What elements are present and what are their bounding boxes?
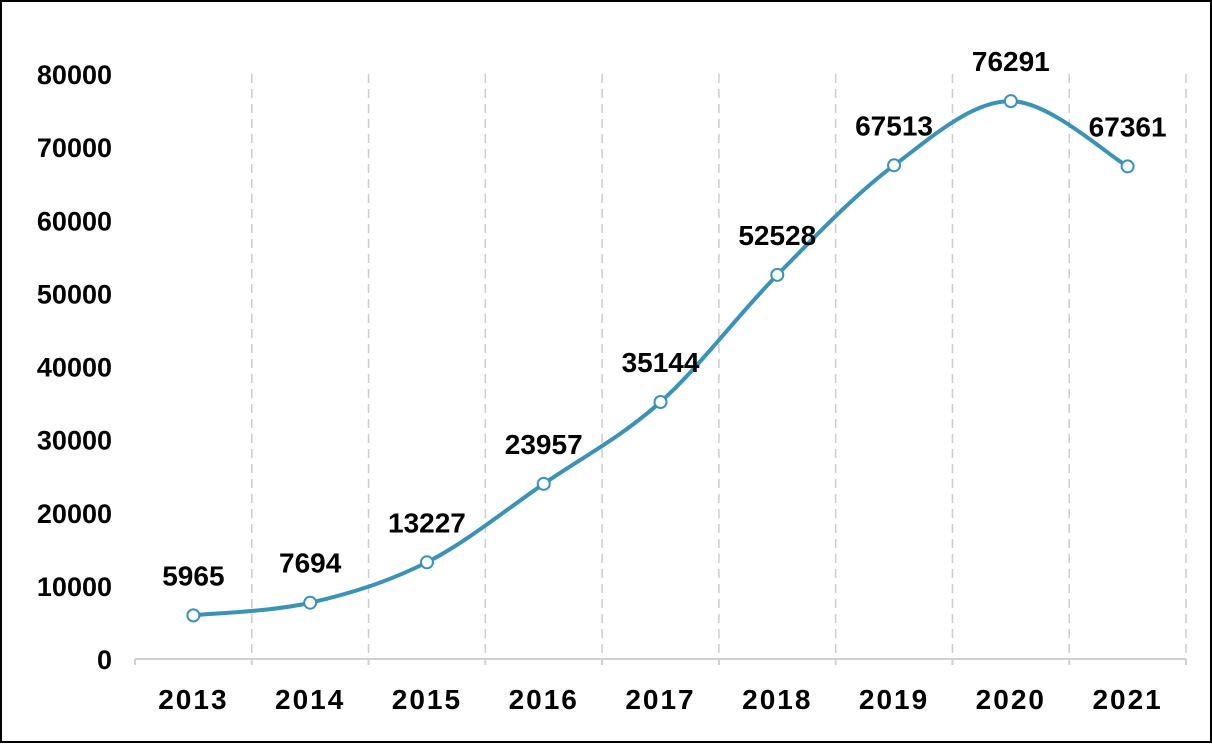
data-label: 5965 xyxy=(162,560,224,591)
data-label: 23957 xyxy=(505,429,583,460)
y-tick-labels: 0 10000 20000 30000 40000 50000 60000 70000 8000… xyxy=(37,60,112,675)
x-tick-label: 2019 xyxy=(859,684,929,715)
x-tick-labels: 2013 2014 2015 2016 2017 2018 2019 2020 2021 xyxy=(158,684,1162,715)
data-point xyxy=(1120,159,1135,174)
y-tick-label: 40000 xyxy=(37,353,112,383)
data-point xyxy=(536,476,551,491)
data-point xyxy=(1003,94,1018,109)
data-label: 67513 xyxy=(855,110,933,141)
data-point xyxy=(419,555,434,570)
y-tick-label: 10000 xyxy=(37,572,112,602)
data-labels: 5965 7694 13227 23957 35144 52528 67513 76291 67… xyxy=(162,46,1166,591)
data-label: 13227 xyxy=(388,507,466,538)
data-points xyxy=(186,94,1135,623)
data-point xyxy=(186,608,201,623)
grid-lines xyxy=(251,74,1187,659)
y-tick-label: 60000 xyxy=(37,206,112,236)
y-tick-label: 70000 xyxy=(37,133,112,163)
x-tick-label: 2018 xyxy=(742,684,812,715)
x-tick-label: 2013 xyxy=(158,684,228,715)
y-tick-label: 20000 xyxy=(37,499,112,529)
y-tick-label: 30000 xyxy=(37,426,112,456)
y-tick-label: 50000 xyxy=(37,279,112,309)
data-label: 67361 xyxy=(1089,111,1167,142)
series-line xyxy=(191,99,1130,618)
data-point xyxy=(770,267,785,282)
data-label: 7694 xyxy=(279,548,342,579)
y-tick-label: 80000 xyxy=(37,60,112,90)
x-tick-label: 2015 xyxy=(392,684,462,715)
x-tick-label: 2014 xyxy=(275,684,345,715)
data-point xyxy=(653,395,668,410)
y-tick-label: 0 xyxy=(97,645,112,675)
x-tick-label: 2021 xyxy=(1092,684,1162,715)
data-label: 76291 xyxy=(972,46,1050,77)
x-tick-label: 2017 xyxy=(625,684,695,715)
data-point xyxy=(303,595,318,610)
data-label: 52528 xyxy=(738,220,816,251)
data-label: 35144 xyxy=(622,347,700,378)
x-tick-label: 2016 xyxy=(509,684,579,715)
x-tick-label: 2020 xyxy=(976,684,1046,715)
data-point xyxy=(887,158,902,173)
series-line-layer xyxy=(191,99,1130,618)
axes xyxy=(134,658,1187,665)
